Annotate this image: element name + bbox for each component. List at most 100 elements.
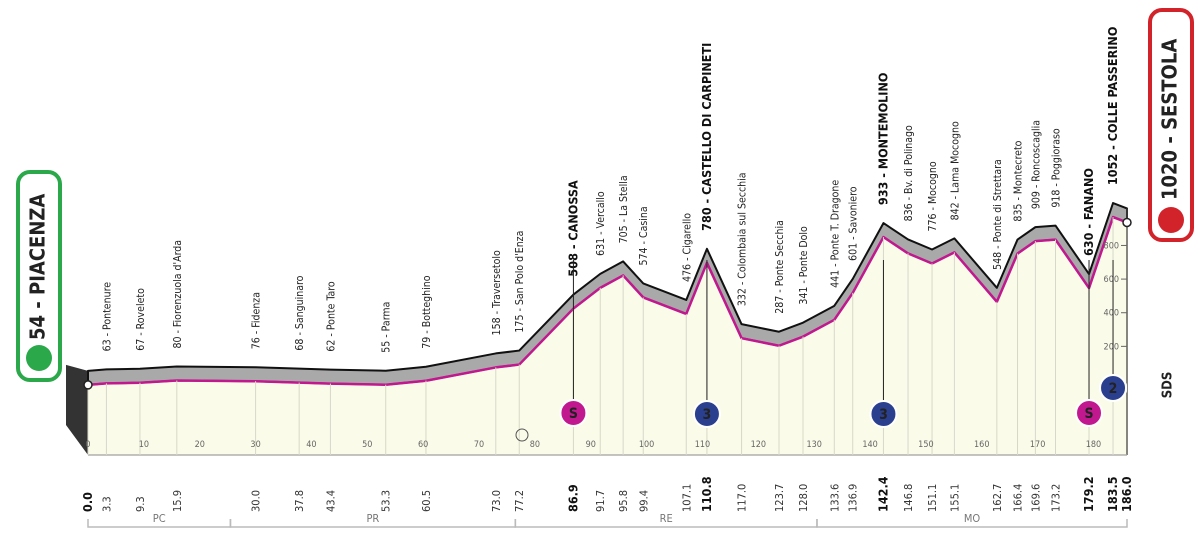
endpoint (1122, 217, 1132, 228)
x-tick-label: 150 (918, 440, 933, 450)
climb-marker (869, 400, 898, 428)
marker-label: 3 (703, 407, 712, 423)
x-tick-label: 10 (139, 440, 149, 450)
climb-marker (692, 400, 721, 428)
region-label: RE (660, 512, 673, 525)
x-tick-label: 100 (639, 440, 654, 450)
km-label: 86.9 (565, 484, 580, 512)
place-label: 918 - Poggioraso (1050, 128, 1062, 208)
km-label: 110.8 (699, 476, 714, 512)
x-tick-label: 90 (586, 440, 596, 450)
climb-marker (1099, 374, 1128, 402)
km-label: 173.2 (1049, 484, 1062, 512)
place-label: 548 - Ponte di Strettara (992, 159, 1004, 270)
km-label: 136.9 (847, 484, 860, 512)
km-label: 15.9 (171, 490, 184, 512)
place-label: 601 - Savoniero (848, 186, 860, 261)
x-tick-label: 120 (751, 440, 766, 450)
finish-line-icon (515, 428, 529, 442)
place-label: 836 - Bv. di Polinago (903, 125, 915, 221)
sprint-marker (559, 399, 588, 427)
place-label: 79 - Botteghino (421, 275, 433, 349)
x-tick-label: 180 (1086, 440, 1101, 450)
x-tick-label: 130 (806, 440, 821, 450)
sprint-marker (1075, 399, 1104, 427)
km-label: 166.4 (1012, 484, 1025, 512)
x-tick-label: 140 (862, 440, 877, 450)
km-label: 60.5 (420, 490, 433, 512)
place-label: 287 - Ponte Secchia (774, 220, 786, 314)
place-label: 1052 - COLLE PASSERINO (1105, 27, 1120, 185)
km-label: 53.3 (380, 490, 393, 512)
km-label: 0.0 (80, 492, 95, 512)
km-label: 37.8 (293, 490, 306, 512)
finish-sign (1148, 8, 1194, 242)
region-label: PC (153, 512, 166, 525)
x-tick-label: 50 (362, 440, 372, 450)
km-label: 91.7 (594, 490, 607, 512)
marker-label: 3 (879, 407, 888, 423)
km-label: 107.1 (680, 484, 693, 512)
x-tick-label: 60 (418, 440, 428, 450)
endpoint (83, 380, 93, 390)
x-tick-label: 170 (1030, 440, 1045, 450)
place-label: 55 - Parma (381, 302, 393, 353)
profile-face (88, 217, 1127, 455)
start-wall (66, 364, 88, 455)
y-tick-label: 200 (1104, 342, 1119, 352)
place-label: 631 - Vercallo (595, 191, 607, 256)
x-tick-label: 110 (695, 440, 710, 450)
x-tick-label: 160 (974, 440, 989, 450)
km-label: 146.8 (902, 484, 915, 512)
place-label: 574 - Casina (638, 206, 650, 265)
km-label: 99.4 (637, 490, 650, 512)
place-label: 705 - La Stella (618, 175, 630, 243)
km-label: 133.6 (828, 484, 841, 512)
km-label: 179.2 (1081, 476, 1096, 512)
place-label: 909 - Roncoscaglia (1030, 120, 1042, 209)
place-label: 63 - Pontenure (101, 282, 113, 352)
start-sign (16, 170, 62, 382)
logo: SDS (1161, 372, 1176, 399)
finish-icon (1158, 207, 1184, 233)
km-label: 183.5 (1105, 476, 1120, 512)
x-tick-label: 40 (306, 440, 316, 450)
x-tick-label: 30 (250, 440, 260, 450)
place-label: 341 - Ponte Dolo (798, 226, 810, 305)
place-label: 842 - Lama Mocogno (949, 121, 961, 220)
place-label: 441 - Ponte T. Dragone (829, 180, 841, 288)
km-label: 9.3 (134, 496, 147, 512)
km-label: 186.0 (1119, 476, 1134, 512)
place-label: 780 - CASTELLO DI CARPINETI (699, 43, 714, 231)
place-label: 630 - FANANO (1081, 168, 1096, 256)
marker-label: 2 (1109, 381, 1118, 397)
km-label: 162.7 (991, 484, 1004, 512)
region-bracket (816, 519, 1128, 528)
place-label: 835 - Montecreto (1013, 140, 1025, 221)
region-label: PR (366, 512, 379, 525)
km-label: 169.6 (1029, 484, 1042, 512)
y-tick-label: 800 (1104, 241, 1119, 251)
region-label: MO (964, 512, 981, 525)
x-tick-label: 80 (530, 440, 540, 450)
km-label: 95.8 (617, 490, 630, 512)
km-label: 73.0 (490, 490, 503, 512)
km-label: 123.7 (773, 484, 786, 512)
place-label: 76 - Fidenza (251, 292, 263, 349)
km-label: 128.0 (797, 484, 810, 512)
x-tick-label: 20 (195, 440, 205, 450)
place-label: 508 - CANOSSA (565, 180, 580, 277)
start-label: 54 - PIACENZA (26, 194, 50, 340)
finish-label: 1020 - SESTOLA (1158, 39, 1182, 200)
km-label: 30.0 (250, 490, 263, 512)
place-label: 933 - MONTEMOLINO (875, 73, 890, 206)
km-label: 151.1 (926, 484, 939, 512)
km-label: 77.2 (513, 490, 526, 512)
x-tick-label: 0 (85, 440, 90, 450)
place-label: 158 - Traversetolo (491, 250, 503, 335)
place-label: 175 - San Polo d'Enza (514, 231, 526, 333)
place-label: 68 - Sanguinaro (294, 275, 306, 350)
place-label: 776 - Mocogno (927, 161, 939, 231)
y-tick-label: 400 (1104, 309, 1119, 319)
